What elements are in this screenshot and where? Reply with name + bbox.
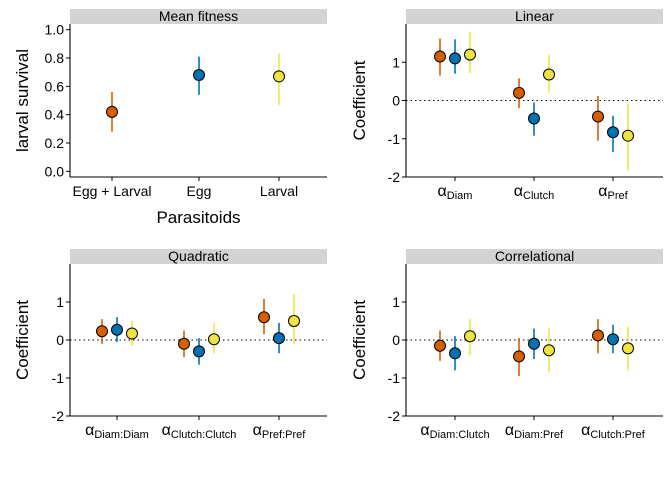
y-tick-label: 0 (392, 332, 400, 348)
x-tick-label: αDiam:Pref (505, 422, 564, 441)
y-tick-label: 0 (392, 93, 400, 109)
y-tick-label: 0.4 (45, 107, 65, 123)
facet-strip (70, 249, 327, 264)
point-estimate (622, 342, 634, 355)
point-estimate (622, 129, 634, 142)
facet-strip (70, 9, 327, 24)
y-tick-label: -1 (388, 131, 401, 147)
point-estimate (449, 52, 461, 65)
x-tick-label: αClutch:Pref (581, 422, 646, 441)
y-tick-label: 0.6 (45, 78, 65, 94)
point-estimate (513, 350, 525, 363)
point-estimate (464, 330, 476, 343)
y-axis-title: Coefficient (350, 300, 369, 380)
x-tick-label: αDiam:Clutch (420, 422, 489, 441)
point-estimate (449, 347, 461, 360)
point-estimate (96, 325, 108, 338)
panel-quadratic: Quadratic -2 -1 0 1 Coefficient αDiam:Diam αClu… (13, 248, 327, 441)
facet-strip-label: Quadratic (168, 248, 229, 264)
x-tick-label: Egg (187, 183, 212, 199)
point-estimate (273, 332, 285, 345)
y-tick-label: 1 (392, 294, 400, 310)
y-tick-label: 0 (56, 332, 64, 348)
y-tick-label: 1 (392, 54, 400, 70)
facet-strip-label: Mean fitness (159, 8, 238, 24)
x-tick-label: αPref:Pref (253, 422, 307, 441)
point-estimate (193, 345, 205, 358)
facet-strip-label: Linear (515, 8, 554, 24)
y-tick-label: 1 (56, 294, 64, 310)
y-tick-label: -2 (388, 408, 401, 424)
point-estimate (607, 333, 619, 346)
y-tick-label: -2 (52, 408, 65, 424)
x-axis-title: Parasitoids (156, 208, 240, 227)
y-tick-label: 0.2 (45, 135, 65, 151)
y-axis-title: Coefficient (13, 300, 32, 380)
y-tick-label: -1 (52, 370, 65, 386)
point-estimate (288, 315, 300, 327)
point-estimate (258, 311, 270, 324)
panel-linear: Linear -2 -1 0 1 Coefficient αDiam αClutch αPref (350, 8, 663, 202)
point-estimate (528, 337, 540, 350)
x-tick-label: Egg + Larval (73, 183, 152, 199)
point-estimate (528, 112, 540, 125)
panel-mean-fitness: Mean fitness 0.0 0.2 0.4 0.6 0.8 1.0 larval sur… (13, 8, 327, 227)
y-tick-label: -1 (388, 370, 401, 386)
facet-strip-label: Correlational (495, 248, 574, 264)
point-estimate (193, 69, 205, 81)
point-estimate (434, 50, 446, 63)
panel-correlational: Correlational -2 -1 0 1 Coefficient αDiam:Clut… (350, 248, 663, 441)
y-axis-title: larval survival (13, 49, 32, 152)
x-tick-label: αClutch:Clutch (162, 422, 237, 441)
point-estimate (273, 70, 285, 83)
x-tick-label: αDiam (438, 183, 473, 202)
facet-strip (406, 9, 663, 24)
x-tick-label: αClutch (514, 183, 554, 202)
point-estimate (111, 323, 123, 336)
point-estimate (106, 105, 118, 118)
x-tick-label: αPref (598, 183, 628, 202)
point-estimate (543, 68, 555, 81)
point-estimate (592, 110, 604, 123)
point-estimate (126, 327, 138, 340)
y-tick-label: 0.8 (45, 50, 65, 66)
x-tick-label: Larval (260, 183, 298, 199)
y-axis-title: Coefficient (350, 60, 369, 140)
point-estimate (178, 337, 190, 350)
point-estimate (513, 86, 525, 99)
x-tick-label: αDiam:Diam (85, 422, 149, 441)
point-estimate (208, 333, 220, 346)
y-tick-label: -2 (388, 169, 401, 185)
point-estimate (543, 344, 555, 357)
point-estimate (464, 48, 476, 61)
point-estimate (592, 329, 604, 342)
facet-strip (406, 249, 663, 264)
y-tick-label: 1.0 (45, 22, 65, 38)
point-estimate (607, 126, 619, 139)
point-estimate (434, 339, 446, 352)
y-tick-label: 0.0 (45, 163, 65, 179)
